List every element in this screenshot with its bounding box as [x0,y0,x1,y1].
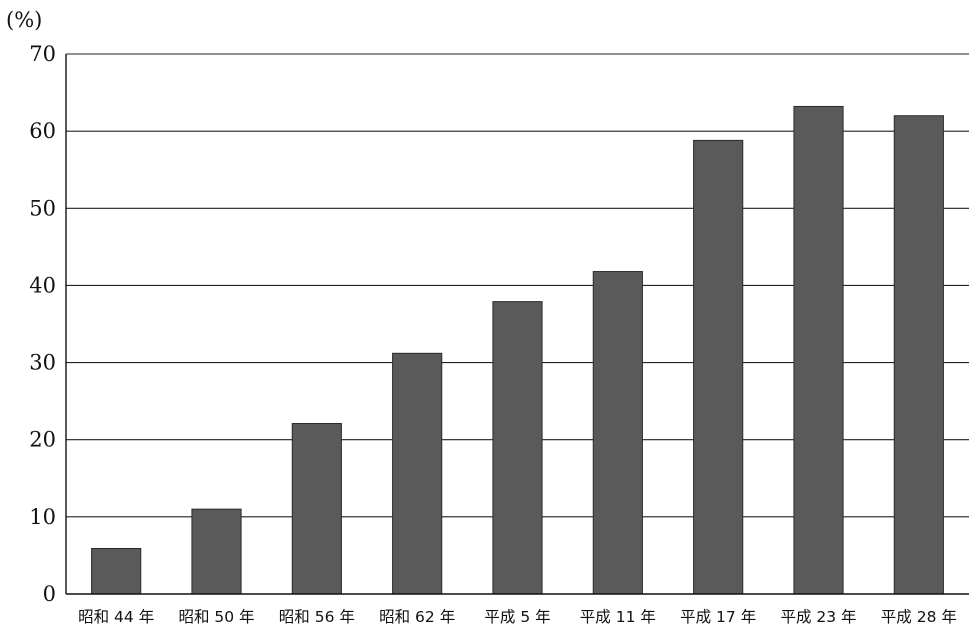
x-tick-label: 平成 17 年 [680,608,756,626]
x-tick-label: 昭和 62 年 [379,608,455,626]
x-tick-label: 昭和 56 年 [279,608,355,626]
bar [793,105,844,595]
bar [392,352,443,595]
y-tick-label: 50 [29,196,56,220]
y-tick-label: 70 [29,42,56,66]
y-tick-label: 0 [43,582,56,606]
x-tick-label: 昭和 50 年 [178,608,254,626]
bar [492,301,543,595]
y-tick-label: 60 [29,119,56,143]
y-tick-label: 30 [29,351,56,375]
y-axis-unit-label: (%) [6,8,42,32]
bars [91,105,944,595]
bar [893,115,944,595]
bar [291,423,342,595]
bar [693,139,744,595]
y-axis-ticks: 0 10 20 30 40 50 60 70 [29,42,56,606]
x-tick-label: 平成 5 年 [484,608,550,626]
x-tick-label: 平成 23 年 [780,608,856,626]
y-tick-label: 10 [29,505,56,529]
x-tick-label: 昭和 44 年 [78,608,154,626]
x-tick-label: 平成 28 年 [881,608,957,626]
y-tick-label: 20 [29,428,56,452]
x-axis-ticks: 昭和 44 年 昭和 50 年 昭和 56 年 昭和 62 年 平成 5 年 平成 11 … [78,608,957,626]
bar [191,508,242,595]
bar [91,547,142,595]
y-tick-label: 40 [29,273,56,297]
bar [592,271,643,595]
x-tick-label: 平成 11 年 [580,608,656,626]
